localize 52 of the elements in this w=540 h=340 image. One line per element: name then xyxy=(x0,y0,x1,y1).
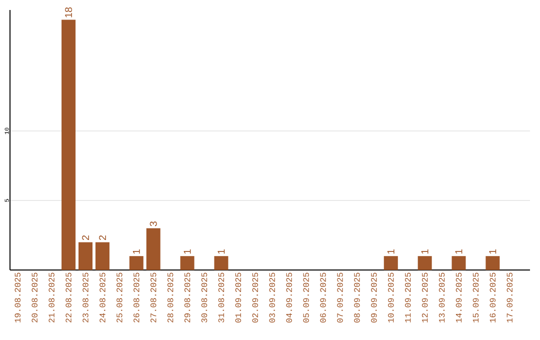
x-tick-label: 30.08.2025 xyxy=(201,272,208,322)
data-label: 2 xyxy=(82,235,89,240)
bar xyxy=(129,256,144,270)
x-tick-label: 24.08.2025 xyxy=(100,272,106,322)
x-tick-label: 27.08.2025 xyxy=(150,272,156,322)
x-tick-label: 28.08.2025 xyxy=(167,272,174,322)
data-label: 1 xyxy=(421,249,428,254)
data-label: 3 xyxy=(150,221,157,226)
data-label: 1 xyxy=(489,249,496,254)
x-tick-label: 14.09.2025 xyxy=(456,272,462,322)
x-tick-label: 10.09.2025 xyxy=(388,272,394,322)
x-tick-label: 16.09.2025 xyxy=(490,272,496,322)
bar xyxy=(62,20,76,270)
x-tick-label: 03.09.2025 xyxy=(269,272,275,322)
bar xyxy=(95,242,110,270)
x-tick-label: 29.08.2025 xyxy=(184,272,190,322)
x-tick-label: 01.09.2025 xyxy=(235,272,242,322)
x-tick-label: 19.08.2025 xyxy=(14,272,21,322)
bar xyxy=(78,242,92,270)
bar xyxy=(452,256,466,270)
x-tick-label: 15.09.2025 xyxy=(472,272,479,322)
x-tick-label: 06.09.2025 xyxy=(320,272,326,322)
data-label: 1 xyxy=(132,249,140,254)
bar xyxy=(418,256,432,270)
data-label: 1 xyxy=(184,249,191,254)
data-label: 2 xyxy=(98,235,106,240)
bar xyxy=(180,256,194,270)
x-tick-label: 17.09.2025 xyxy=(506,272,513,322)
x-tick-label: 23.08.2025 xyxy=(82,272,88,322)
x-tick-label: 02.09.2025 xyxy=(252,272,258,322)
x-tick-label: 07.09.2025 xyxy=(337,272,343,322)
x-tick-label: 31.08.2025 xyxy=(218,272,224,322)
data-label: 1 xyxy=(387,249,394,254)
x-tick-label: 22.08.2025 xyxy=(66,272,72,322)
x-tick-label: 09.09.2025 xyxy=(371,272,377,322)
bar xyxy=(384,256,398,270)
x-tick-label: 04.09.2025 xyxy=(286,272,292,322)
x-tick-label: 21.08.2025 xyxy=(48,272,54,322)
bar xyxy=(486,256,500,270)
x-tick-label: 12.09.2025 xyxy=(422,272,428,322)
data-label: 1 xyxy=(455,249,462,254)
data-label: 1 xyxy=(218,249,225,254)
x-tick-label: 13.09.2025 xyxy=(438,272,445,322)
x-tick-label: 20.08.2025 xyxy=(32,272,38,322)
x-tick-label: 11.09.2025 xyxy=(404,272,411,322)
bar xyxy=(146,228,160,270)
x-tick-label: 25.08.2025 xyxy=(116,272,122,322)
bar xyxy=(214,256,228,270)
x-tick-label: 05.09.2025 xyxy=(303,272,309,322)
x-tick-label: 08.09.2025 xyxy=(354,272,360,322)
data-label: 18 xyxy=(65,7,72,18)
x-tick-label: 26.08.2025 xyxy=(134,272,140,322)
